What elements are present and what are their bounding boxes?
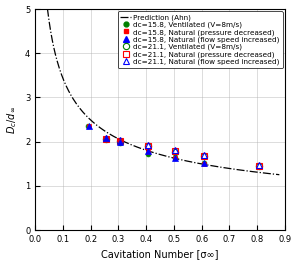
Legend: Prediction (Ahn), dc=15.8, Ventilated (V=8m/s), dc=15.8, Natural (pressure decre: Prediction (Ahn), dc=15.8, Ventilated (V… bbox=[118, 11, 283, 68]
X-axis label: Cavitation Number [σ∞]: Cavitation Number [σ∞] bbox=[101, 249, 219, 259]
Y-axis label: $D_c/d_\infty$: $D_c/d_\infty$ bbox=[6, 105, 19, 134]
